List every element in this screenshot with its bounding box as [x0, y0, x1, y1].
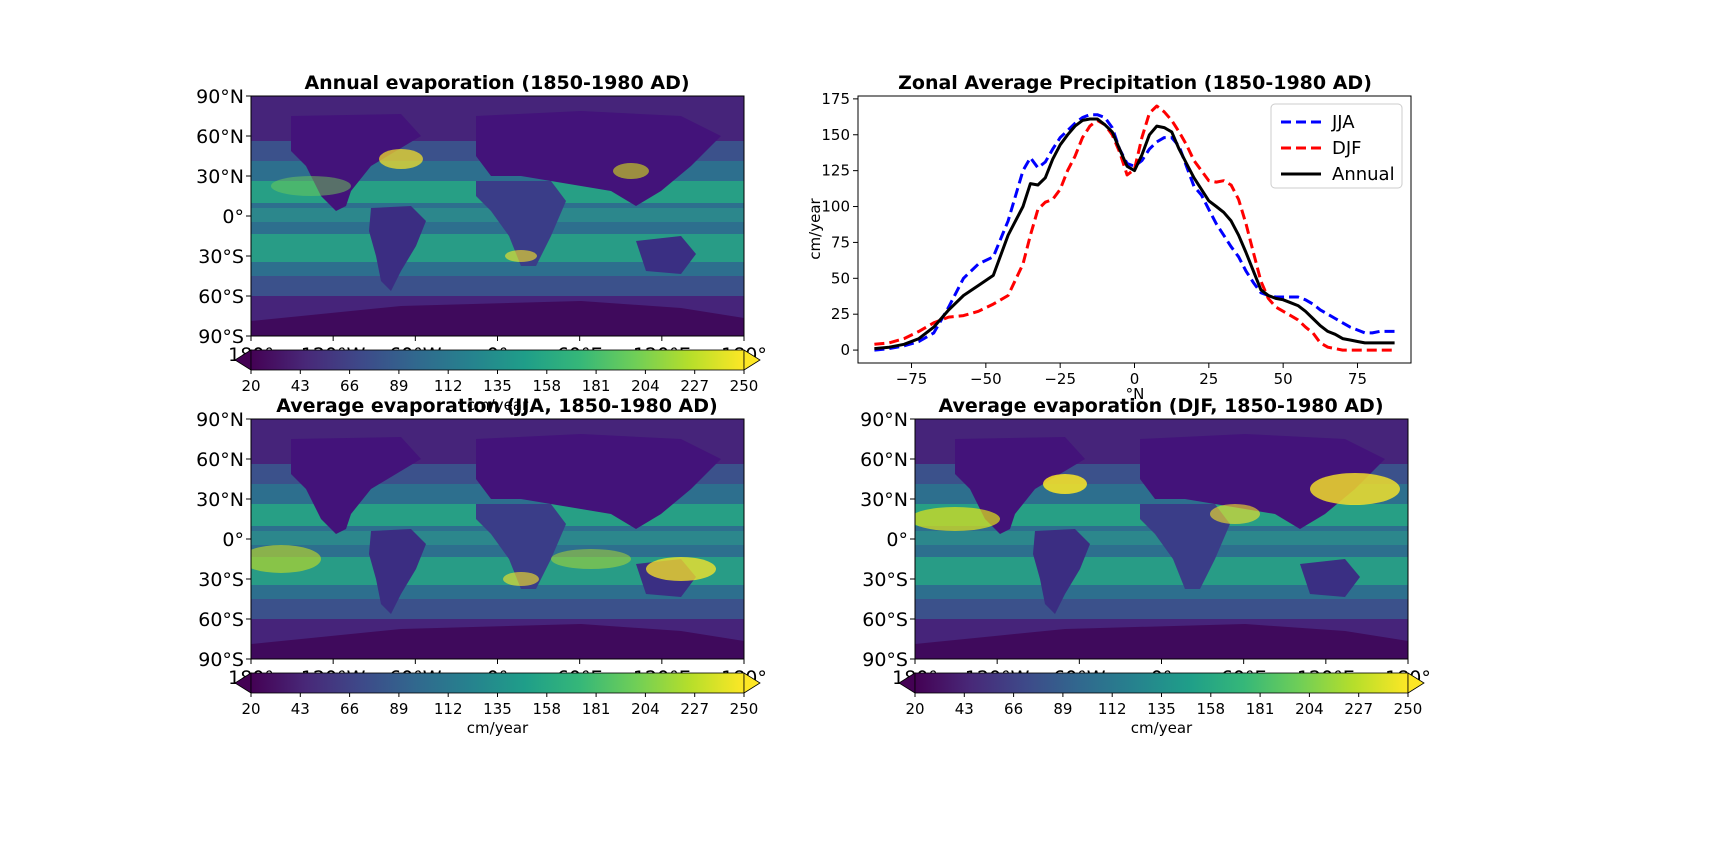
colorbar-tick-label: 66 [1004, 700, 1023, 718]
colorbar-tick-label: 112 [434, 700, 463, 718]
colorbar-tick-label: 112 [1098, 700, 1127, 718]
colorbar-tick-label: 227 [680, 700, 709, 718]
colorbar-tick-label: 20 [905, 700, 924, 718]
colorbar-tick-label: 204 [1295, 700, 1324, 718]
colorbar-label: cm/year [467, 396, 529, 414]
colorbar-tick-label: 181 [582, 700, 611, 718]
lat-tick-label: 90°S [198, 326, 244, 348]
colorbar-tick-label: 20 [241, 700, 260, 718]
lat-tick-label: 30°S [198, 569, 244, 591]
colorbar-tick-label: 89 [389, 377, 408, 395]
colorbar-tick-label: 181 [1246, 700, 1275, 718]
lat-tick-label: 30°N [860, 489, 908, 511]
colorbar-tick-label: 250 [730, 377, 759, 395]
colorbar-extend-max [1407, 672, 1425, 694]
lat-tick-label: 30°N [196, 489, 244, 511]
colorbar-tick-label: 43 [291, 377, 310, 395]
colorbar-tick-label: 135 [1147, 700, 1176, 718]
colorbar-tick-label: 158 [1196, 700, 1225, 718]
lat-tick-label: 90°S [198, 649, 244, 671]
lat-tick-label: 90°N [196, 86, 244, 108]
chart-title: Zonal Average Precipitation (1850-1980 A… [898, 72, 1372, 94]
map-panel-jja: Average evaporation (JJA, 1850-1980 AD) … [196, 395, 767, 737]
y-axis-label: cm/year [806, 197, 824, 259]
colorbar-tick-label: 250 [1394, 700, 1423, 718]
legend-label: DJF [1332, 138, 1362, 159]
map-title: Average evaporation (DJF, 1850-1980 AD) [938, 395, 1383, 417]
colorbar-tick-label: 181 [582, 377, 611, 395]
lat-tick-label: 60°N [196, 449, 244, 471]
map-title: Annual evaporation (1850-1980 AD) [304, 72, 689, 94]
colorbar-extend-max [743, 349, 761, 371]
lat-tick-label: 90°S [862, 649, 908, 671]
y-tick-label: 100 [821, 198, 850, 216]
colorbar-tick-label: 66 [340, 700, 359, 718]
map-title: Average evaporation (JJA, 1850-1980 AD) [276, 395, 717, 417]
colorbar-tick-label: 43 [291, 700, 310, 718]
lat-tick-label: 60°N [860, 449, 908, 471]
colorbar [250, 672, 745, 694]
y-tick-label: 175 [821, 90, 850, 108]
colorbar-tick-label: 135 [483, 700, 512, 718]
series-line-jja [874, 113, 1395, 352]
colorbar-label: cm/year [1131, 719, 1193, 737]
colorbar-tick-label: 89 [1053, 700, 1072, 718]
evaporation-map [915, 419, 1408, 659]
y-tick-label: 75 [831, 233, 850, 251]
map-panel-djf: Average evaporation (DJF, 1850-1980 AD) … [860, 395, 1431, 737]
lat-tick-label: 60°N [196, 126, 244, 148]
colorbar-tick-label: 158 [532, 377, 561, 395]
lat-tick-label: 30°S [198, 246, 244, 268]
x-tick-label: 0 [1130, 370, 1140, 388]
colorbar [914, 672, 1409, 694]
colorbar-tick-label: 112 [434, 377, 463, 395]
lat-tick-label: 60°S [198, 609, 244, 631]
evaporation-map [251, 96, 744, 336]
legend: JJA DJF Annual [1270, 103, 1403, 189]
y-tick-label: 150 [821, 126, 850, 144]
colorbar-tick-label: 89 [389, 700, 408, 718]
colorbar-tick-label: 43 [955, 700, 974, 718]
colorbar-tick-label: 227 [680, 377, 709, 395]
lat-tick-label: 90°N [196, 409, 244, 431]
x-tick-label: 75 [1348, 370, 1367, 388]
lat-tick-label: 0° [222, 529, 244, 551]
map-panel-annual: Annual evaporation (1850-1980 AD) 90°N 60… [196, 72, 767, 414]
legend-label: JJA [1331, 112, 1355, 133]
y-tick-label: 25 [831, 305, 850, 323]
lat-tick-label: 0° [222, 206, 244, 228]
lat-tick-label: 30°N [196, 166, 244, 188]
y-tick-label: 125 [821, 162, 850, 180]
legend-label: Annual [1332, 164, 1395, 185]
lat-tick-label: 30°S [862, 569, 908, 591]
lat-tick-label: 90°N [860, 409, 908, 431]
colorbar [250, 349, 745, 371]
series-line-annual [874, 117, 1395, 351]
x-axis-label: °N [1126, 385, 1145, 403]
y-tick-label: 0 [840, 341, 850, 359]
colorbar-label: cm/year [467, 719, 529, 737]
colorbar-tick-label: 227 [1344, 700, 1373, 718]
legend-box [1270, 103, 1403, 189]
colorbar-tick-label: 66 [340, 377, 359, 395]
colorbar-tick-label: 250 [730, 700, 759, 718]
x-tick-label: 25 [1199, 370, 1218, 388]
colorbar-tick-label: 20 [241, 377, 260, 395]
colorbar-tick-label: 158 [532, 700, 561, 718]
lat-tick-label: 0° [886, 529, 908, 551]
evaporation-map [251, 419, 744, 659]
x-tick-label: −75 [896, 370, 928, 388]
colorbar-tick-label: 204 [631, 700, 660, 718]
zonal-precip-chart: Zonal Average Precipitation (1850-1980 A… [806, 72, 1412, 403]
lat-tick-label: 60°S [198, 286, 244, 308]
x-tick-label: 50 [1274, 370, 1293, 388]
y-tick-label: 50 [831, 269, 850, 287]
colorbar-tick-label: 204 [631, 377, 660, 395]
lat-tick-label: 60°S [862, 609, 908, 631]
x-tick-label: −50 [970, 370, 1002, 388]
colorbar-extend-max [743, 672, 761, 694]
colorbar-tick-label: 135 [483, 377, 512, 395]
x-tick-label: −25 [1044, 370, 1076, 388]
